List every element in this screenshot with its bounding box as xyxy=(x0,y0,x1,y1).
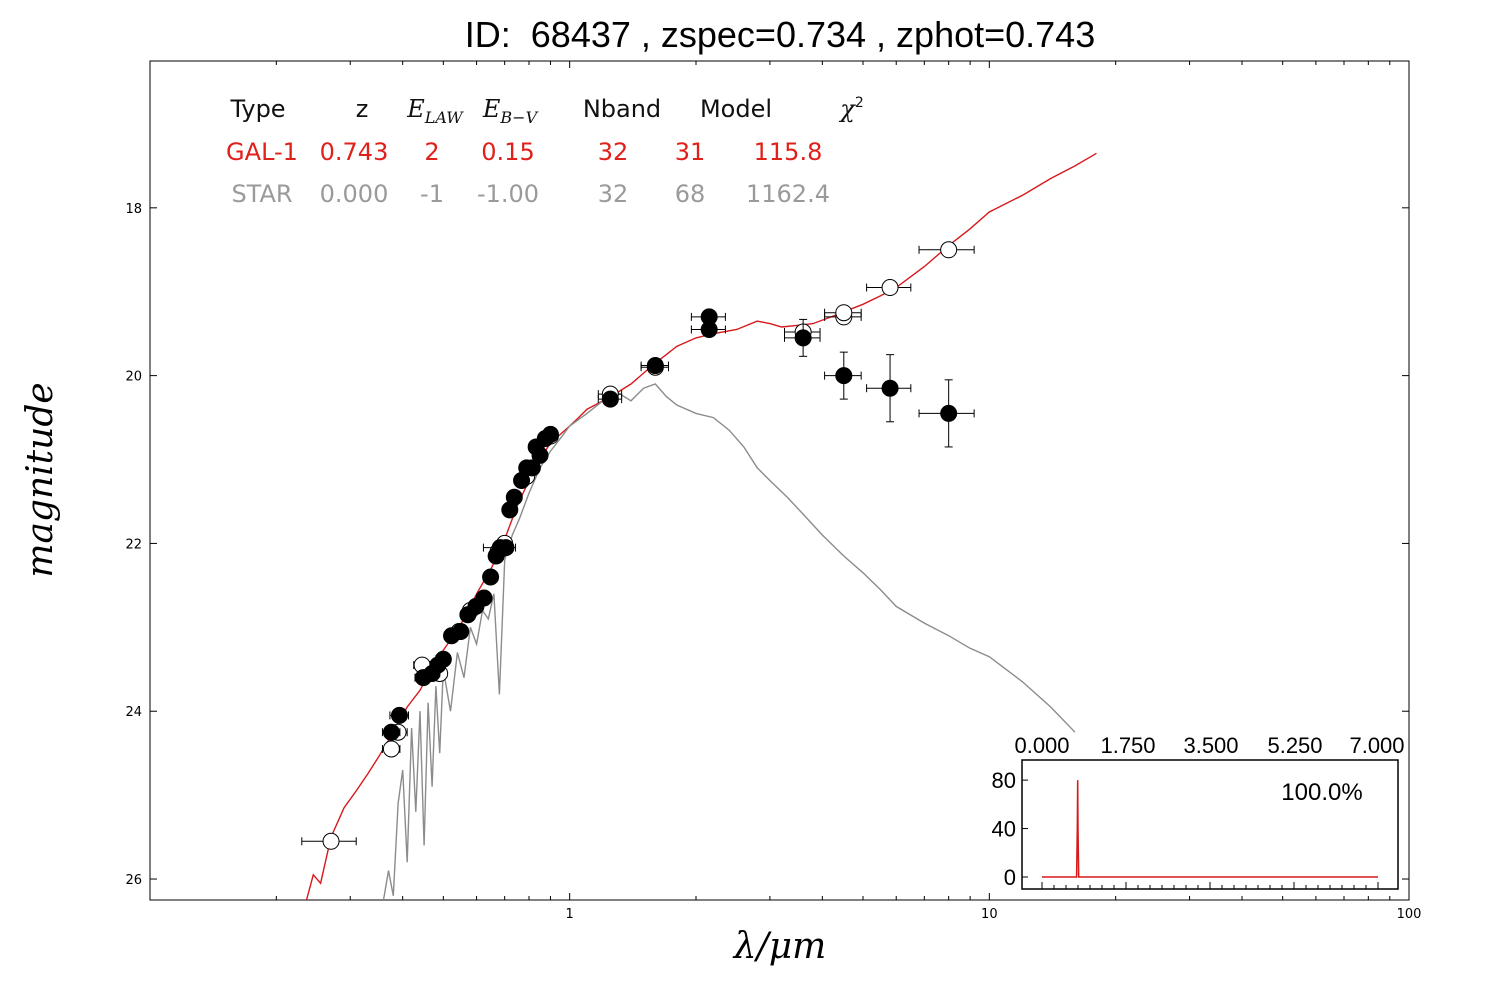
inset-x-tick-label: 0.000 xyxy=(1014,733,1069,758)
observed-point xyxy=(497,539,515,557)
fit-table-header: Nband xyxy=(583,95,661,123)
inset-y-tick-label: 0 xyxy=(1004,865,1016,890)
observed-point xyxy=(835,367,853,385)
fit-table-cell: 32 xyxy=(598,180,629,208)
observed-point xyxy=(452,623,470,641)
fit-table-header: Model xyxy=(700,95,772,123)
fit-table-header: EB−V xyxy=(482,95,539,127)
observed-point xyxy=(475,589,493,607)
fit-table-cell: 2 xyxy=(424,138,439,166)
y-axis-label: magnitude xyxy=(20,382,61,577)
observed-point xyxy=(794,329,812,347)
observed-point xyxy=(434,650,452,668)
fit-table-cell: 32 xyxy=(598,138,629,166)
inset-y-tick-label: 80 xyxy=(992,768,1016,793)
observed-point xyxy=(505,488,523,506)
inset-x-tick-label: 3.500 xyxy=(1183,733,1238,758)
fit-table-cell: 31 xyxy=(675,138,706,166)
y-tick-label: 20 xyxy=(125,370,142,385)
observed-point xyxy=(382,723,400,741)
fit-table-cell: 1162.4 xyxy=(746,180,830,208)
fit-table-cell: 0.15 xyxy=(481,138,534,166)
fit-table: Type z ELAW EB−V Nband Model χ2 GAL-1 0.743 2 0.15… xyxy=(226,95,864,208)
fit-table-header: Type xyxy=(229,95,285,123)
observed-point xyxy=(646,357,664,375)
y-tick-label: 24 xyxy=(125,705,142,720)
observed-point xyxy=(881,379,899,397)
model-mag-point xyxy=(835,304,853,322)
galaxy_model-line xyxy=(305,152,1097,900)
model-mag-point xyxy=(382,740,400,758)
y-tick-label: 18 xyxy=(125,202,142,217)
fit-table-cell: STAR xyxy=(231,180,292,208)
points-layer xyxy=(301,241,975,850)
fit-table-header: χ2 xyxy=(838,95,863,123)
chart-title: ID: 68437 , zspec=0.734 , zphot=0.743 xyxy=(464,14,1096,55)
model-mag-point xyxy=(940,241,958,259)
star_model-line xyxy=(382,383,1076,900)
observed-point xyxy=(390,706,408,724)
fit-table-cell: GAL-1 xyxy=(226,138,298,166)
plot-frame xyxy=(149,60,1410,901)
inset-pdf-line xyxy=(1042,780,1378,878)
inset-y-tick-label: 40 xyxy=(992,817,1016,842)
inset-x-tick-label: 1.750 xyxy=(1100,733,1155,758)
y-tick-label: 22 xyxy=(125,537,142,552)
observed-point xyxy=(523,459,541,477)
inset-annotation: 100.0% xyxy=(1281,779,1362,806)
series-layer xyxy=(305,152,1097,900)
observed-point xyxy=(601,390,619,408)
fit-table-header: z xyxy=(356,95,369,123)
x-tick-label: 10 xyxy=(981,907,998,922)
y-tick-label: 26 xyxy=(125,873,142,888)
fit-table-cell: -1.00 xyxy=(477,180,539,208)
fit-table-cell: -1 xyxy=(420,180,444,208)
fit-table-cell: 115.8 xyxy=(754,138,823,166)
observed-point xyxy=(541,425,559,443)
y-axis: 18 20 22 24 26 xyxy=(125,202,1409,888)
fit-table-cell: 0.000 xyxy=(320,180,389,208)
x-tick-label: 100 xyxy=(1397,907,1422,922)
redshift-pdf-inset: 0.000 1.750 3.500 5.250 7.000 80 40 0 100.0% xyxy=(992,733,1405,890)
x-axis: 1 10 100 xyxy=(149,61,1422,922)
observed-point xyxy=(531,446,549,464)
fit-table-cell: 0.743 xyxy=(320,138,389,166)
fit-table-cell: 68 xyxy=(675,180,706,208)
inset-x-tick-label: 5.250 xyxy=(1267,733,1322,758)
inset-x-tick-label: 7.000 xyxy=(1349,733,1404,758)
inset-frame xyxy=(1021,759,1399,890)
model-mag-point xyxy=(881,279,899,297)
fit-table-header: ELAW xyxy=(406,95,464,127)
observed-point xyxy=(940,404,958,422)
observed-point xyxy=(482,568,500,586)
observed-point xyxy=(700,320,718,338)
x-axis-label: λ/μm xyxy=(732,926,826,967)
model-mag-point xyxy=(322,832,340,850)
x-tick-label: 1 xyxy=(566,907,574,922)
